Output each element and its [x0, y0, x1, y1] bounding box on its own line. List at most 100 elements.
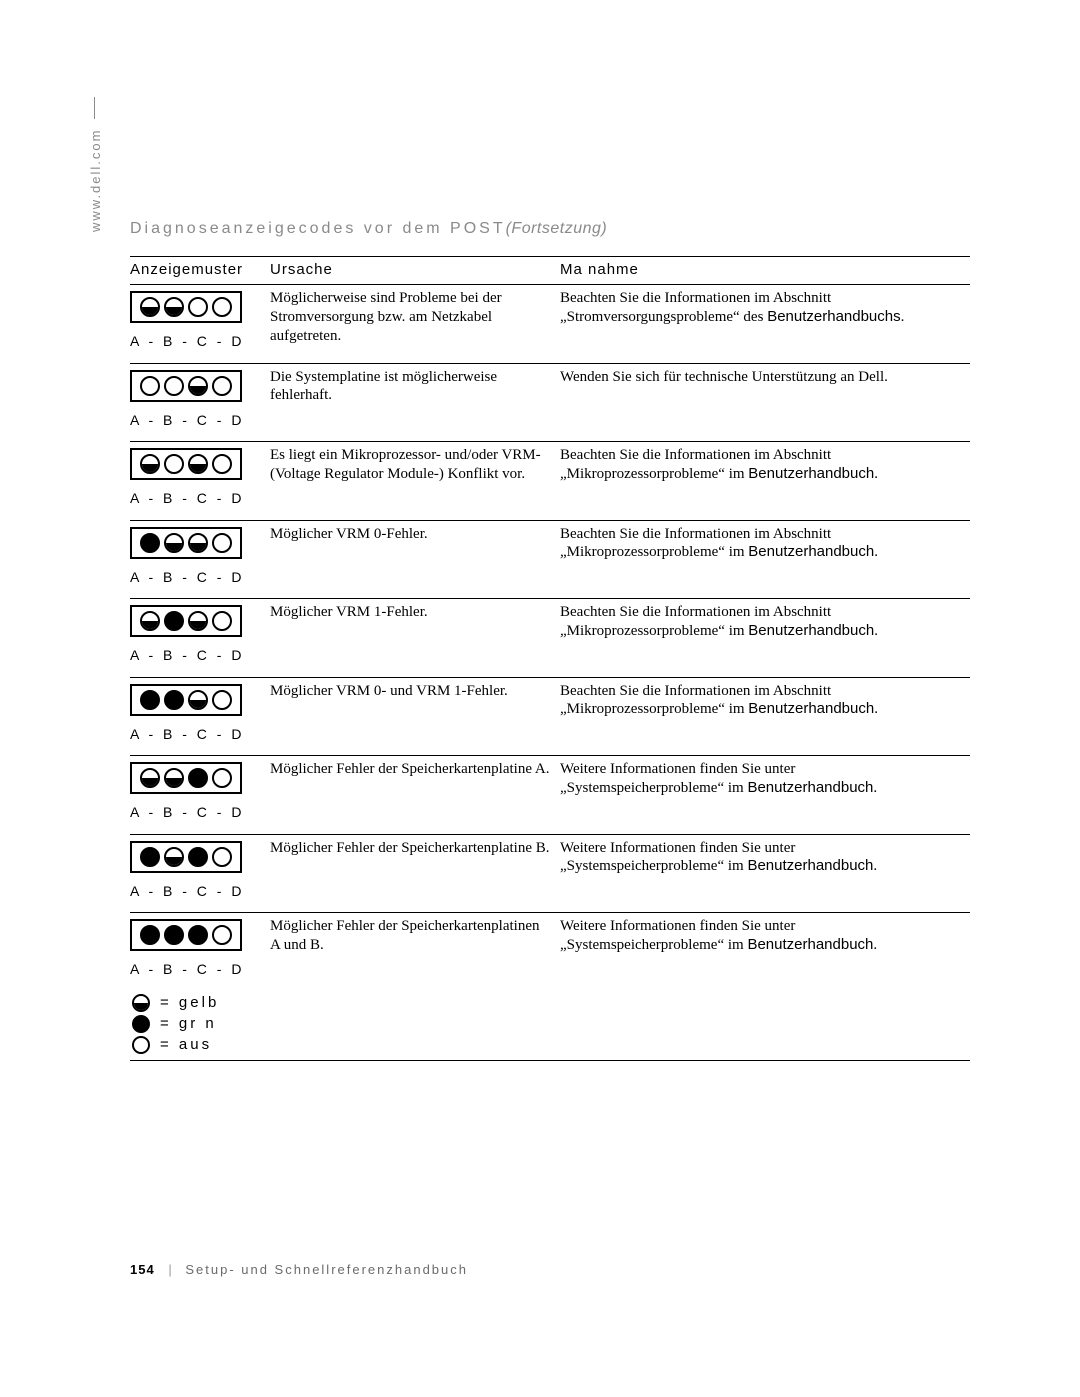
footer: 154 | Setup- und Schnellreferenzhandbuch [130, 1262, 468, 1277]
pattern-letters: A - B - C - D [130, 647, 262, 665]
led-half-icon [164, 768, 184, 788]
led-off-icon [164, 454, 184, 474]
led-pattern-box [130, 291, 242, 323]
table-row: A - B - C - D Möglicher Fehler der Speich… [130, 756, 970, 835]
pattern-letters: A - B - C - D [130, 333, 262, 351]
title-continuation: (Fortsetzung) [506, 220, 608, 237]
legend-yellow: = gelb [130, 994, 970, 1012]
action-reference: Benutzerhandbuch [747, 779, 873, 796]
action-text: Wenden Sie sich für technische Unterstüt… [560, 369, 888, 385]
led-off-icon [212, 454, 232, 474]
led-off-icon [212, 768, 232, 788]
cause-cell: Möglicher Fehler der Speicherkartenplati… [270, 756, 560, 835]
led-off-icon [212, 847, 232, 867]
diagnostic-table: Anzeigemuster Ursache Ma nahme A - B - C… [130, 256, 970, 991]
led-off-icon [212, 297, 232, 317]
action-cell: Weitere Informationen finden Sie unter „… [560, 756, 970, 835]
table-row: A - B - C - DDie Systemplatine ist mögli… [130, 363, 970, 442]
action-text-post: . [873, 858, 877, 874]
action-text-post: . [874, 544, 878, 560]
pattern-cell: A - B - C - D [130, 677, 270, 756]
pattern-cell: A - B - C - D [130, 363, 270, 442]
led-off-icon [132, 1036, 150, 1054]
action-text-post: . [874, 701, 878, 717]
footer-divider: | [168, 1262, 173, 1277]
led-green-icon [132, 1015, 150, 1033]
table-row: A - B - C - D Es liegt ein Mikroprozessor… [130, 442, 970, 521]
page: www.dell.com Diagnoseanzeigecodes vor de… [0, 0, 1080, 1397]
led-off-icon [140, 376, 160, 396]
led-pattern-box [130, 370, 242, 402]
led-solid-icon [188, 925, 208, 945]
led-pattern-box [130, 762, 242, 794]
table-header-row: Anzeigemuster Ursache Ma nahme [130, 257, 970, 285]
led-off-icon [212, 533, 232, 553]
led-pattern-box [130, 841, 242, 873]
action-reference: Benutzerhandbuch [747, 936, 873, 953]
led-half-icon [188, 690, 208, 710]
led-solid-icon [164, 611, 184, 631]
side-url-text: www.dell.com [88, 97, 103, 232]
action-reference: Benutzerhandbuch [748, 622, 874, 639]
action-reference: Benutzerhandbuch [748, 700, 874, 717]
led-off-icon [212, 690, 232, 710]
pattern-letters: A - B - C - D [130, 883, 262, 901]
action-cell: Weitere Informationen finden Sie unter „… [560, 834, 970, 913]
pattern-letters: A - B - C - D [130, 569, 262, 587]
led-off-icon [212, 925, 232, 945]
cause-cell: Es liegt ein Mikroprozessor- und/oder VR… [270, 442, 560, 521]
action-text-post: . [874, 623, 878, 639]
action-reference: Benutzerhandbuch [748, 465, 874, 482]
table-row: A - B - C - D Möglicher Fehler der Speich… [130, 834, 970, 913]
pattern-letters: A - B - C - D [130, 961, 262, 979]
led-half-icon [164, 297, 184, 317]
action-cell: Beachten Sie die Informationen im Abschn… [560, 599, 970, 678]
led-half-icon [164, 533, 184, 553]
led-half-icon [140, 768, 160, 788]
led-solid-icon [188, 847, 208, 867]
led-pattern-box [130, 527, 242, 559]
led-off-icon [212, 376, 232, 396]
pattern-cell: A - B - C - D [130, 834, 270, 913]
cause-cell: Möglicherweise sind Probleme bei der Str… [270, 285, 560, 364]
table-row: A - B - C - D Möglicherweise sind Problem… [130, 285, 970, 364]
legend-off: = aus [130, 1036, 970, 1054]
led-pattern-box [130, 448, 242, 480]
action-text-post: . [873, 937, 877, 953]
led-off-icon [164, 376, 184, 396]
pattern-letters: A - B - C - D [130, 726, 262, 744]
cause-cell: Möglicher VRM 0- und VRM 1-Fehler. [270, 677, 560, 756]
page-number: 154 [130, 1262, 155, 1277]
cause-cell: Möglicher VRM 1-Fehler. [270, 599, 560, 678]
cause-cell: Möglicher Fehler der Speicherkartenplati… [270, 834, 560, 913]
cause-cell: Möglicher VRM 0-Fehler. [270, 520, 560, 599]
led-half-icon [188, 533, 208, 553]
footer-text: Setup- und Schnellreferenzhandbuch [185, 1262, 468, 1277]
led-solid-icon [164, 690, 184, 710]
action-text-post: . [873, 780, 877, 796]
action-cell: Beachten Sie die Informationen im Abschn… [560, 285, 970, 364]
table-row: A - B - C - D Möglicher VRM 0- und VRM 1-… [130, 677, 970, 756]
pattern-cell: A - B - C - D [130, 913, 270, 991]
led-solid-icon [140, 690, 160, 710]
led-solid-icon [140, 847, 160, 867]
action-text-post: . [874, 466, 878, 482]
action-cell: Weitere Informationen finden Sie unter „… [560, 913, 970, 991]
legend-green-label: = gr n [160, 1015, 217, 1032]
led-solid-icon [164, 925, 184, 945]
pattern-cell: A - B - C - D [130, 285, 270, 364]
led-off-icon [188, 297, 208, 317]
led-off-icon [212, 611, 232, 631]
table-row: A - B - C - DMöglicher Fehler der Speich… [130, 913, 970, 991]
action-cell: Beachten Sie die Informationen im Abschn… [560, 677, 970, 756]
led-yellow-icon [132, 994, 150, 1012]
legend-green: = gr n [130, 1015, 970, 1033]
legend: = gelb = gr n = aus [130, 994, 970, 1061]
led-half-icon [140, 454, 160, 474]
col-action-header: Ma nahme [560, 257, 970, 285]
table-row: A - B - C - D Möglicher VRM 1-Fehler.Beac… [130, 599, 970, 678]
pattern-letters: A - B - C - D [130, 490, 262, 508]
pattern-letters: A - B - C - D [130, 804, 262, 822]
legend-bottom-rule [130, 1060, 970, 1061]
action-cell: Beachten Sie die Informationen im Abschn… [560, 442, 970, 521]
